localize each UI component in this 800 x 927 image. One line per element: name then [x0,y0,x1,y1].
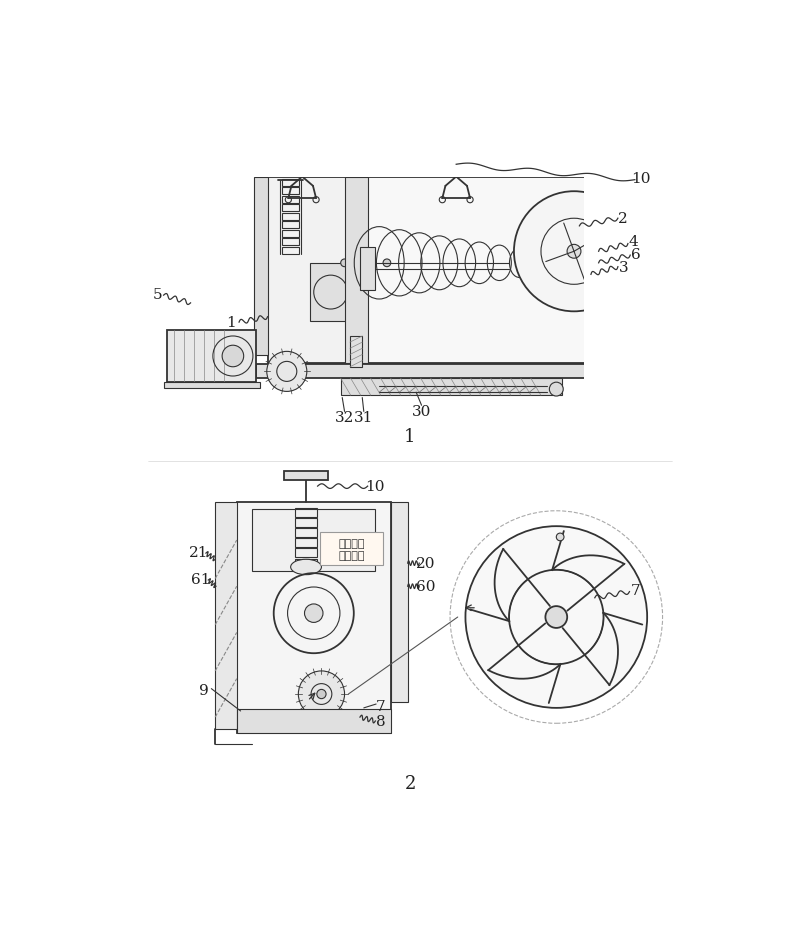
Bar [360,248,375,290]
Bar [356,177,586,363]
Circle shape [520,260,528,267]
Bar [320,533,383,565]
Text: 21: 21 [189,545,208,559]
Text: 6: 6 [630,248,641,261]
Bar [290,141,314,148]
Circle shape [550,383,563,397]
Bar [282,188,299,195]
Text: 7: 7 [376,699,386,713]
Text: 5: 5 [153,287,162,301]
Circle shape [341,260,349,267]
Bar [102,23,718,177]
Circle shape [514,192,634,312]
Text: 2: 2 [618,212,628,226]
Bar [350,337,362,367]
Circle shape [567,245,581,259]
Bar [282,231,299,237]
Bar [295,529,317,538]
Bar [282,197,299,204]
Circle shape [556,534,564,541]
Bar [282,222,299,229]
Ellipse shape [290,560,322,575]
Text: 2: 2 [404,774,416,792]
Bar [237,502,390,732]
Bar [267,177,586,188]
Bar [282,248,299,254]
Text: 30: 30 [412,404,431,418]
Bar [295,519,317,527]
Bar [390,502,408,702]
Bar [584,149,738,402]
Bar [444,141,469,148]
Text: 61: 61 [191,572,210,586]
Bar [254,177,267,356]
Circle shape [298,671,345,717]
Bar [163,383,260,389]
Text: 8: 8 [376,714,386,729]
Text: 9: 9 [198,683,209,697]
Text: 3: 3 [618,260,628,274]
Text: 4: 4 [629,235,638,249]
Text: 60: 60 [416,579,435,593]
Bar [167,330,256,383]
Bar [282,205,299,212]
Circle shape [383,260,390,267]
Bar [282,213,299,221]
Text: 7: 7 [630,583,641,597]
Bar [256,365,590,379]
Circle shape [305,604,323,623]
Bar [285,471,328,480]
Text: 10: 10 [631,171,650,186]
Bar [282,180,299,186]
Bar [215,502,237,729]
Bar [345,177,368,363]
Text: 1: 1 [226,316,236,330]
Text: 31: 31 [354,411,374,425]
Circle shape [222,346,244,367]
Text: 实物拍摄: 实物拍摄 [338,539,365,549]
Text: 32: 32 [335,411,354,425]
Circle shape [466,527,647,708]
Bar [267,177,356,363]
Bar [295,539,317,547]
Bar [237,710,390,732]
Bar [295,559,317,567]
Circle shape [317,690,326,699]
Text: 1: 1 [404,427,416,446]
Bar [341,379,562,396]
Circle shape [266,352,307,392]
Bar [310,263,352,322]
Circle shape [546,606,567,629]
Bar [252,510,375,571]
Bar [295,509,317,517]
Text: 10: 10 [366,479,385,493]
Text: 20: 20 [416,556,435,570]
Bar [282,239,299,246]
Bar [295,549,317,557]
Text: 品质保证: 品质保证 [338,551,365,561]
